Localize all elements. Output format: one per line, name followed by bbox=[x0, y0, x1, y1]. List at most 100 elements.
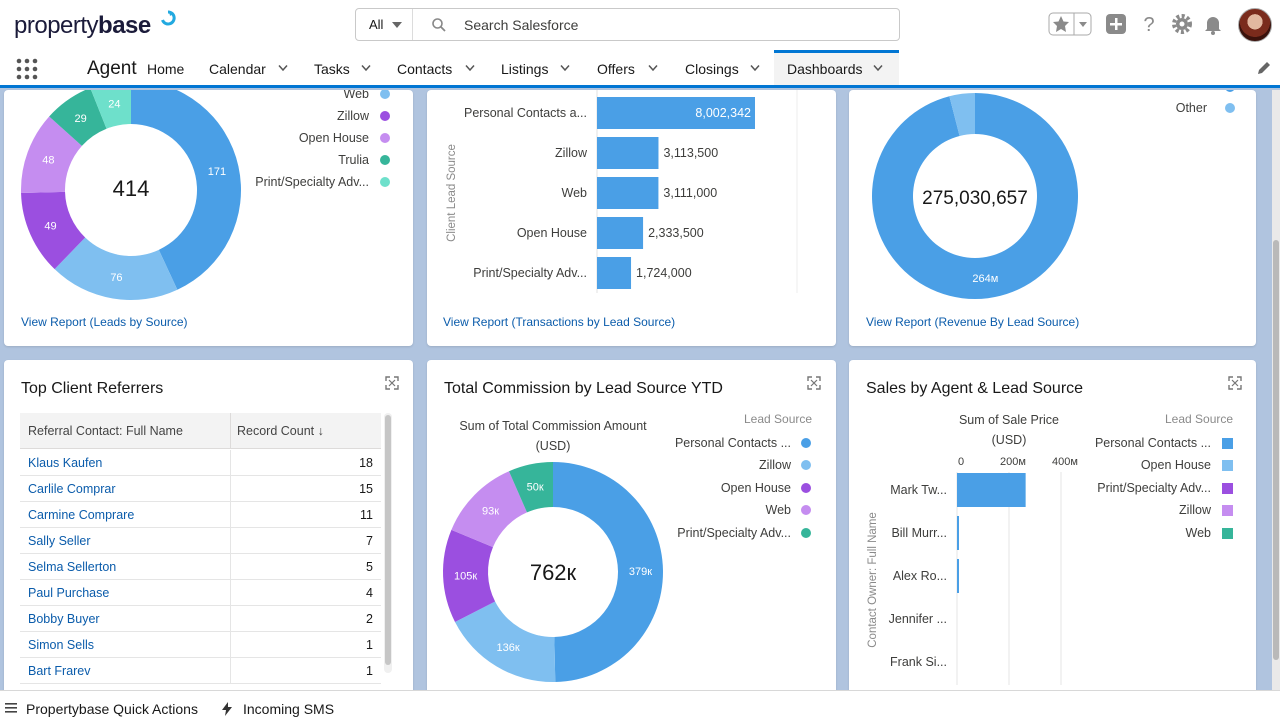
propertybase-logo[interactable]: propertybase bbox=[14, 12, 151, 40]
nav-item-listings[interactable]: Listings bbox=[501, 50, 573, 85]
nav-item-contacts[interactable]: Contacts bbox=[397, 50, 479, 85]
global-create-icon[interactable] bbox=[1104, 12, 1128, 36]
view-report-revenue-link[interactable]: View Report (Revenue By Lead Source) bbox=[866, 315, 1080, 329]
nav-item-closings[interactable]: Closings bbox=[685, 50, 763, 85]
column-divider bbox=[230, 413, 231, 449]
category-tick-label: Mark Tw... bbox=[890, 483, 947, 497]
referrer-name-link[interactable]: Carmine Comprare bbox=[28, 508, 135, 522]
legend-item-print[interactable]: Print/Specialty Adv... bbox=[677, 526, 791, 540]
leads-donut-chart: 171 76 49 48 29 24 414 bbox=[21, 90, 241, 300]
x-tick-label: 400м bbox=[1052, 456, 1078, 468]
lightning-bolt-icon bbox=[222, 702, 232, 716]
sales-axis-label: Contact Owner: Full Name bbox=[867, 512, 879, 648]
scrollbar-thumb[interactable] bbox=[1273, 240, 1279, 660]
search-input[interactable] bbox=[464, 15, 884, 35]
favorites-icon[interactable] bbox=[1048, 12, 1092, 36]
user-avatar[interactable] bbox=[1238, 8, 1272, 42]
bar-data-label: 8,002,342 bbox=[695, 106, 751, 120]
nav-item-label: Closings bbox=[685, 61, 739, 77]
chevron-down-icon[interactable] bbox=[361, 64, 371, 72]
legend-item-personal-contacts[interactable]: Personal Contacts ... bbox=[1094, 436, 1211, 450]
legend-swatch bbox=[801, 505, 811, 515]
legend-item-open-house[interactable]: Open House bbox=[1140, 458, 1211, 472]
app-launcher-icon[interactable] bbox=[16, 58, 38, 80]
search-scope-select[interactable]: All bbox=[356, 9, 413, 40]
nav-item-label: Contacts bbox=[397, 61, 453, 77]
quick-actions-button[interactable]: Propertybase Quick Actions bbox=[26, 701, 198, 717]
legend-item-trulia[interactable]: Trulia bbox=[338, 153, 369, 167]
column-header-count[interactable]: Record Count ↓ bbox=[237, 424, 324, 438]
legend-item-print[interactable]: Print/Specialty Adv... bbox=[255, 175, 369, 189]
legend-item-web[interactable]: Web bbox=[765, 503, 791, 517]
referrer-name-link[interactable]: Bart Frarev bbox=[28, 664, 91, 678]
expand-icon[interactable] bbox=[1228, 376, 1242, 390]
legend-item-print[interactable]: Print/Specialty Adv... bbox=[1097, 481, 1211, 495]
legend-item-web[interactable]: Web bbox=[343, 90, 369, 101]
record-count: 7 bbox=[366, 534, 373, 548]
measure-label-line: Sum of Sale Price bbox=[958, 413, 1060, 427]
legend-item-personal-contacts[interactable]: Personal Contacts ... bbox=[674, 436, 791, 450]
table-scrollbar[interactable] bbox=[384, 413, 392, 673]
referrer-name-link[interactable]: Sally Seller bbox=[28, 534, 91, 548]
legend-item-zillow[interactable]: Zillow bbox=[337, 109, 369, 123]
table-row: Bobby Buyer 2 bbox=[20, 606, 381, 632]
column-header-name[interactable]: Referral Contact: Full Name bbox=[28, 424, 183, 438]
transactions-by-source-card: Personal Contacts a... 8,002,342 Zillow 3,1… bbox=[427, 90, 836, 346]
legend-item-web[interactable]: Web bbox=[1185, 526, 1211, 540]
help-icon[interactable]: ? bbox=[1137, 12, 1161, 36]
referrer-name-link[interactable]: Klaus Kaufen bbox=[28, 456, 103, 470]
incoming-sms-button[interactable]: Incoming SMS bbox=[243, 701, 335, 717]
slice-data-label: 379к bbox=[629, 566, 652, 578]
category-tick-label: Personal Contacts a... bbox=[464, 106, 587, 120]
chevron-down-icon[interactable] bbox=[278, 64, 288, 72]
column-divider bbox=[230, 606, 231, 632]
column-divider bbox=[230, 502, 231, 528]
edit-nav-pencil-icon[interactable] bbox=[1256, 60, 1272, 76]
column-divider bbox=[230, 450, 231, 476]
chevron-down-icon[interactable] bbox=[873, 64, 883, 72]
nav-item-home[interactable]: Home bbox=[147, 50, 184, 85]
donut-slice bbox=[54, 237, 178, 300]
chevron-down-icon[interactable] bbox=[560, 64, 570, 72]
legend-swatch bbox=[380, 155, 390, 165]
sales-by-agent-card: Sales by Agent & Lead Source Sum of Sale… bbox=[849, 360, 1256, 700]
record-count: 5 bbox=[366, 560, 373, 574]
chevron-down-icon[interactable] bbox=[648, 64, 658, 72]
measure-label-line: (USD) bbox=[535, 439, 571, 453]
donut-slice bbox=[949, 93, 975, 136]
logo-mark-icon bbox=[161, 10, 176, 26]
global-header: propertybase All ? bbox=[0, 0, 1280, 50]
legend-item-other[interactable]: Other bbox=[1175, 101, 1207, 115]
nav-item-dashboards[interactable]: Dashboards bbox=[774, 50, 899, 85]
referrer-name-link[interactable]: Simon Sells bbox=[28, 638, 94, 652]
view-report-transactions-link[interactable]: View Report (Transactions by Lead Source… bbox=[443, 315, 676, 329]
chevron-down-icon[interactable] bbox=[465, 64, 475, 72]
legend-item-zillow[interactable]: Zillow bbox=[759, 458, 791, 472]
legend-swatch bbox=[801, 528, 811, 538]
legend-item-zillow[interactable]: Zillow bbox=[1179, 503, 1211, 517]
referrer-name-link[interactable]: Carlile Comprar bbox=[28, 482, 116, 496]
category-tick-label: Zillow bbox=[555, 146, 588, 160]
table-row: Selma Sellerton 5 bbox=[20, 554, 381, 580]
notifications-bell-icon[interactable] bbox=[1201, 12, 1225, 36]
nav-item-calendar[interactable]: Calendar bbox=[209, 50, 293, 85]
expand-icon[interactable] bbox=[385, 376, 399, 390]
referrer-name-link[interactable]: Bobby Buyer bbox=[28, 612, 100, 626]
chevron-down-icon[interactable] bbox=[750, 64, 760, 72]
nav-item-offers[interactable]: Offers bbox=[597, 50, 663, 85]
legend-item-open-house[interactable]: Open House bbox=[298, 131, 369, 145]
scrollbar-thumb[interactable] bbox=[385, 415, 391, 665]
view-report-leads-link[interactable]: View Report (Leads by Source) bbox=[21, 315, 188, 329]
legend-item-open-house[interactable]: Open House bbox=[720, 481, 791, 495]
donut-slice bbox=[21, 191, 86, 270]
referrer-name-link[interactable]: Paul Purchase bbox=[28, 586, 110, 600]
bar-data-label: 3,111,000 bbox=[663, 186, 717, 200]
table-row: Paul Purchase 4 bbox=[20, 580, 381, 606]
nav-item-tasks[interactable]: Tasks bbox=[314, 50, 374, 85]
page-scrollbar[interactable] bbox=[1272, 90, 1280, 690]
legend-title: Lead Source bbox=[744, 412, 813, 426]
referrer-name-link[interactable]: Selma Sellerton bbox=[28, 560, 117, 574]
setup-gear-icon[interactable] bbox=[1170, 12, 1194, 36]
donut-slice bbox=[443, 529, 496, 622]
expand-icon[interactable] bbox=[807, 376, 821, 390]
